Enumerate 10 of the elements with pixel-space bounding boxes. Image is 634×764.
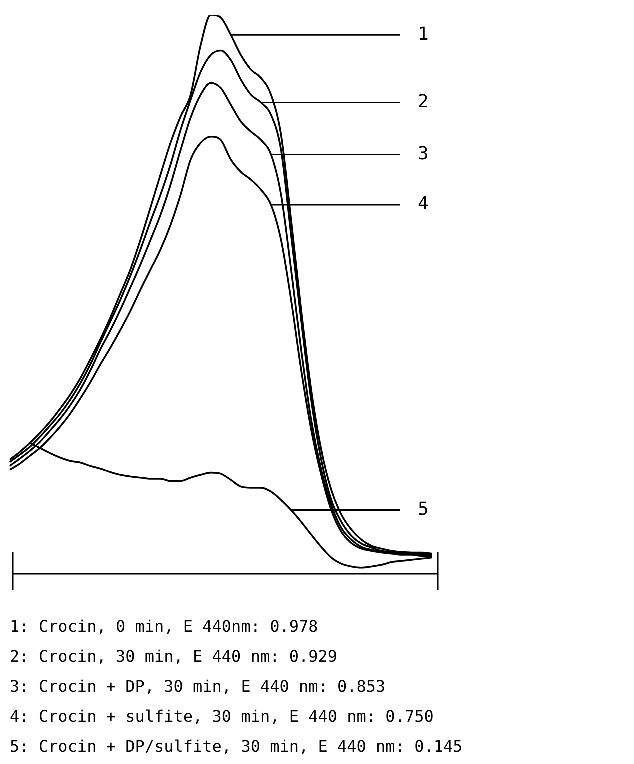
text: 4: Crocin + sulfite, 30 min, E 440 nm: 0.750 <box>10 706 435 728</box>
text: 5: Crocin + DP/sulfite, 30 min, E 440 nm: 0.145 <box>10 736 463 758</box>
text: 1: Crocin, 0 min, E 440nm: 0.978 <box>10 616 320 638</box>
text: 2 <box>418 91 429 112</box>
text: 3: Crocin + DP, 30 min, E 440 nm: 0.853 <box>10 676 387 698</box>
text: 3 <box>418 143 429 164</box>
text: 4 <box>418 194 429 215</box>
text: 2: Crocin, 30 min, E 440 nm: 0.929 <box>10 646 339 668</box>
text: 5 <box>418 498 429 520</box>
text: 1 <box>418 24 429 45</box>
